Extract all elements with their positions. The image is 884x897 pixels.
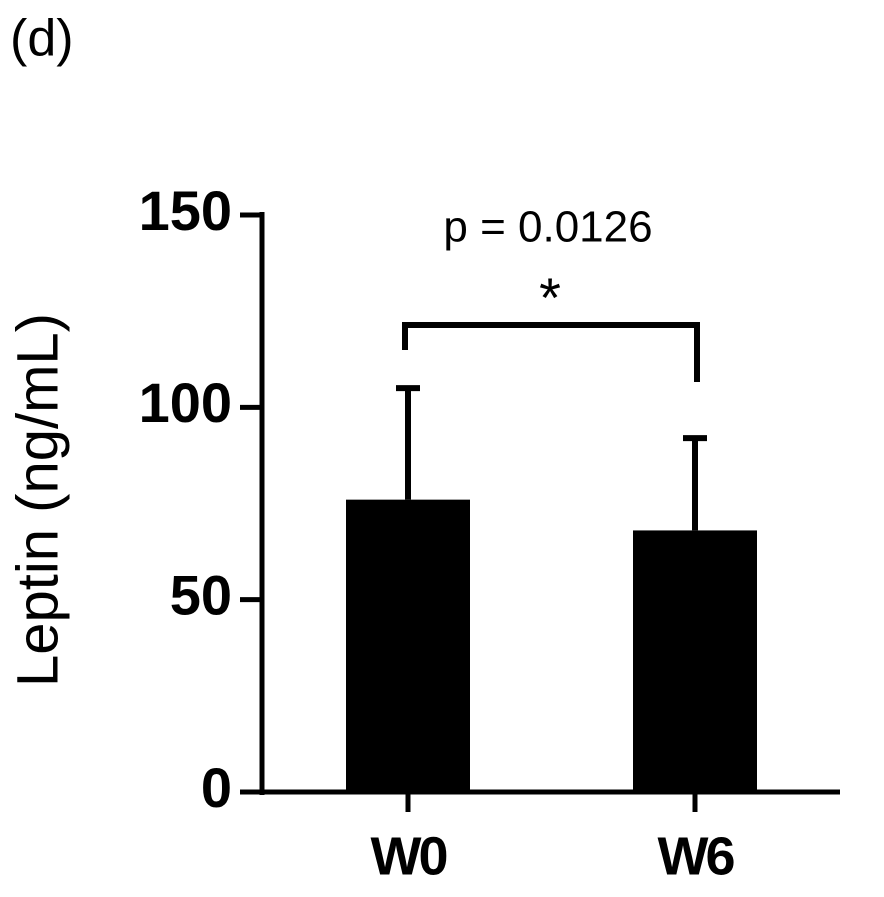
y-tick-label: 0 [201,756,232,819]
significance-bracket [402,322,700,382]
annotation: p = 0.0126 [443,203,652,252]
x-tick-label: W6 [658,826,735,886]
y-axis-label: Leptin (ng/mL) [5,313,70,687]
y-tick-label: 100 [139,371,232,434]
y-tick-label: 50 [170,563,232,626]
x-tick-label: W0 [371,826,447,886]
panel-label: (d) [10,10,74,68]
bar [633,530,757,792]
y-tick-label: 150 [139,179,232,242]
bar [346,499,470,792]
significance-mark: * [539,266,561,329]
